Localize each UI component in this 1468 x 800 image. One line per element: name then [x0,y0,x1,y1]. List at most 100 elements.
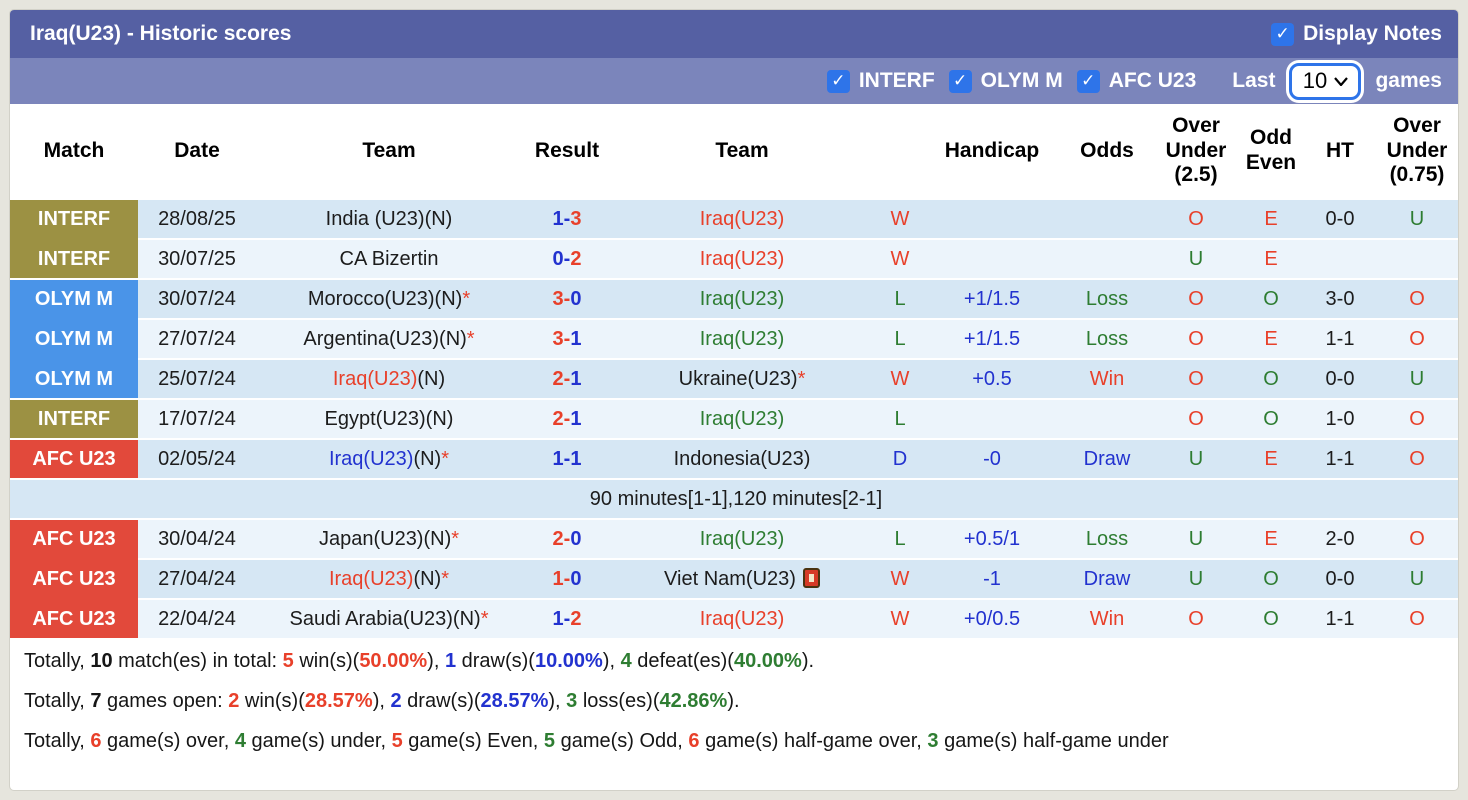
odd-even: O [1234,558,1308,598]
table-row: INTERF 17/07/24 Egypt(U23)(N) 2-1 Iraq(U23) L… [10,398,1458,438]
competition-filter-label: OLYM M [980,69,1063,92]
match-date: 28/08/25 [138,198,256,238]
summary-line: Totally, 10 match(es) in total: 5 win(s)… [24,650,815,672]
over-under-075: O [1372,518,1458,558]
column-header: Handicap [928,104,1056,198]
result-score: 1-3 [522,198,612,238]
competition-badge: INTERF [10,398,138,438]
table-row: OLYM M 25/07/24 Iraq(U23)(N) 2-1 Ukraine(U23… [10,358,1458,398]
win-draw-loss: W [872,558,928,598]
home-team: Iraq(U23)(N)* [256,438,522,478]
away-team: Ukraine(U23)* [612,358,872,398]
note-row: 90 minutes[1-1],120 minutes[2-1] [10,478,1458,518]
odd-even: O [1234,278,1308,318]
win-draw-loss: W [872,598,928,638]
historic-scores-table: Match Date Team Result Team Handicap Odds Over U… [10,104,1458,638]
competition-filter-label: AFC U23 [1108,69,1197,92]
over-under-075: O [1372,398,1458,438]
red-card-icon [802,567,820,588]
match-date: 30/07/24 [138,278,256,318]
over-under-25: O [1158,318,1234,358]
games-count-select[interactable]: 10 [1289,62,1362,100]
win-draw-loss: W [872,238,928,278]
half-time-score: 0-0 [1308,358,1372,398]
over-under-075: O [1372,438,1458,478]
match-date: 22/04/24 [138,598,256,638]
competition-filter-interf[interactable]: ✓ INTERF [826,69,935,93]
odds-result: Draw [1056,438,1158,478]
odd-even: O [1234,358,1308,398]
page-title: Iraq(U23) - Historic scores [30,22,292,45]
handicap-value: +0/0.5 [928,598,1056,638]
home-team: CA Bizertin [256,238,522,278]
column-header: HT [1308,104,1372,198]
away-team: Iraq(U23) [612,518,872,558]
handicap-value [928,238,1056,278]
odds-result: Draw [1056,558,1158,598]
odds-result: Win [1056,358,1158,398]
competition-filter-olym-m[interactable]: ✓ OLYM M [948,69,1063,93]
result-score: 3-0 [522,278,612,318]
historic-scores-panel: Iraq(U23) - Historic scores ✓ Display No… [9,9,1459,791]
away-team: Iraq(U23) [612,318,872,358]
column-header [872,104,928,198]
column-header: Date [138,104,256,198]
result-score: 3-1 [522,318,612,358]
result-score: 1-0 [522,558,612,598]
title-bar: Iraq(U23) - Historic scores ✓ Display No… [10,10,1458,58]
home-team: Argentina(U23)(N)* [256,318,522,358]
table-row: AFC U23 30/04/24 Japan(U23)(N)* 2-0 Iraq(U23… [10,518,1458,558]
odds-result: Loss [1056,318,1158,358]
checkbox-checked-icon[interactable]: ✓ [1076,69,1100,93]
result-score: 1-2 [522,598,612,638]
half-time-score: 1-1 [1308,318,1372,358]
competition-badge: AFC U23 [10,558,138,598]
chevron-down-icon [1334,76,1349,86]
handicap-value [928,398,1056,438]
over-under-25: O [1158,278,1234,318]
column-header: Over Under (2.5) [1158,104,1234,198]
odd-even: E [1234,198,1308,238]
display-notes-toggle[interactable]: ✓ Display Notes [1271,22,1442,46]
over-under-25: O [1158,358,1234,398]
odds-result [1056,398,1158,438]
away-team: Iraq(U23) [612,398,872,438]
column-header: Odds [1056,104,1158,198]
checkbox-checked-icon[interactable]: ✓ [826,69,850,93]
over-under-075: U [1372,558,1458,598]
table-row: INTERF 28/08/25 India (U23)(N) 1-3 Iraq(U23)… [10,198,1458,238]
over-under-075: O [1372,598,1458,638]
table-row: AFC U23 22/04/24 Saudi Arabia(U23)(N)* 1-2 I… [10,598,1458,638]
win-draw-loss: L [872,518,928,558]
win-draw-loss: D [872,438,928,478]
checkbox-checked-icon[interactable]: ✓ [948,69,972,93]
half-time-score: 1-1 [1308,598,1372,638]
odd-even: O [1234,398,1308,438]
away-team: Indonesia(U23) [612,438,872,478]
handicap-value: +1/1.5 [928,278,1056,318]
away-team: Iraq(U23) [612,238,872,278]
competition-badge: AFC U23 [10,598,138,638]
odds-result: Loss [1056,518,1158,558]
competition-filter-afc-u23[interactable]: ✓ AFC U23 [1076,69,1197,93]
handicap-value: +0.5 [928,358,1056,398]
games-label: games [1375,69,1442,92]
over-under-075 [1372,238,1458,278]
over-under-25: U [1158,558,1234,598]
handicap-value: -0 [928,438,1056,478]
away-team: Iraq(U23) [612,598,872,638]
odds-result: Win [1056,598,1158,638]
competition-filters: ✓ INTERF ✓ OLYM M ✓ AFC U23 [826,69,1197,93]
over-under-25: O [1158,398,1234,438]
result-score: 2-1 [522,358,612,398]
over-under-075: O [1372,318,1458,358]
competition-badge: AFC U23 [10,438,138,478]
table-row: INTERF 30/07/25 CA Bizertin 0-2 Iraq(U23) W U E [10,238,1458,278]
match-date: 17/07/24 [138,398,256,438]
odds-result [1056,238,1158,278]
checkbox-checked-icon[interactable]: ✓ [1271,22,1295,46]
away-team: Iraq(U23) [612,198,872,238]
over-under-25: U [1158,238,1234,278]
table-row: OLYM M 30/07/24 Morocco(U23)(N)* 3-0 Iraq(U2… [10,278,1458,318]
